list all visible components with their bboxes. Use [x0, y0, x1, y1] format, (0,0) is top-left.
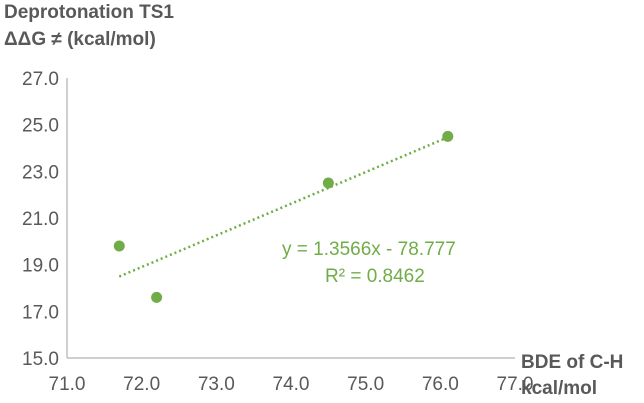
data-point — [322, 177, 334, 189]
y-tick-label: 25.0 — [22, 116, 59, 137]
x-tick-labels: 71.0 72.0 73.0 74.0 75.0 76.0 77.0 — [49, 374, 534, 395]
y-tick-label: 23.0 — [22, 162, 59, 183]
data-point — [442, 130, 454, 142]
x-tick-label: 74.0 — [273, 374, 310, 395]
x-tick-label: 72.0 — [123, 374, 160, 395]
trendline-equation: y = 1.3566x - 78.777 — [282, 239, 456, 260]
y-tick-label: 17.0 — [22, 302, 59, 323]
y-axis-label-line-2: ΔΔG ≠ (kcal/mol) — [4, 29, 156, 50]
y-tick-labels: 15.0 17.0 19.0 21.0 23.0 25.0 27.0 — [22, 69, 59, 370]
x-tick-label: 75.0 — [347, 374, 384, 395]
x-axis-label-line-2: kcal/mol — [521, 378, 598, 399]
x-tick-label: 73.0 — [198, 374, 235, 395]
y-tick-label: 19.0 — [22, 256, 59, 277]
x-axis-label-line-1: BDE of C-H — [521, 352, 624, 373]
x-tick-label: 77.0 — [497, 374, 534, 395]
data-point — [113, 240, 125, 252]
x-tick-label: 76.0 — [422, 374, 459, 395]
y-tick-label: 27.0 — [22, 69, 59, 90]
data-points — [113, 130, 454, 303]
y-axis-label-line-1: Deprotonation TS1 — [4, 2, 174, 23]
trendline-r-squared: R² = 0.8462 — [325, 266, 425, 287]
x-tick-label: 71.0 — [49, 374, 86, 395]
data-point — [151, 291, 163, 303]
y-tick-label: 21.0 — [22, 209, 59, 230]
y-tick-label: 15.0 — [22, 349, 59, 370]
